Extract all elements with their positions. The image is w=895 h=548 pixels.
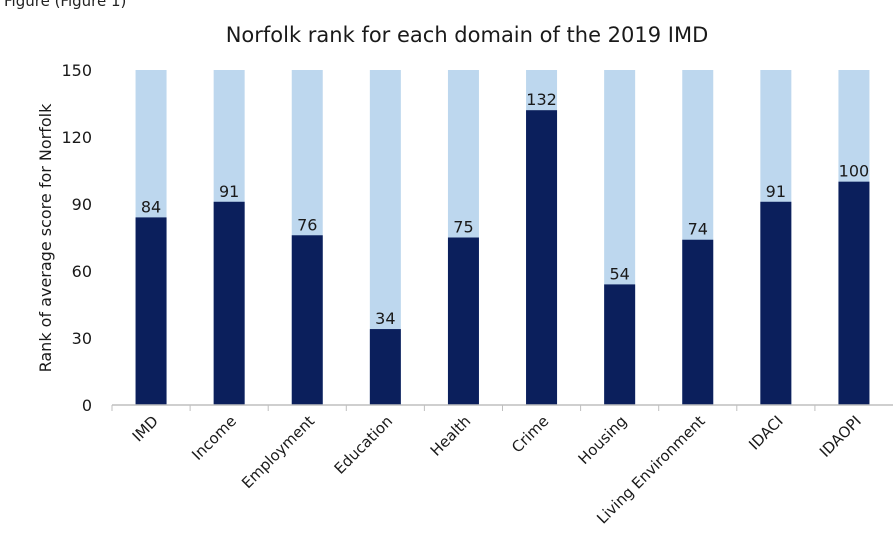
figure-caption: Figure (Figure 1): [4, 0, 127, 10]
rank-bar: [291, 235, 323, 405]
x-tick-label: IDACI: [745, 412, 786, 453]
y-tick-label: 150: [61, 61, 92, 80]
y-axis: 0 30 60 90 120 150: [61, 61, 92, 415]
y-tick-label: 0: [82, 396, 92, 415]
data-label: 132: [526, 90, 557, 109]
rank-bar: [213, 201, 245, 405]
data-label: 84: [141, 197, 161, 216]
rank-bar: [604, 284, 636, 405]
data-label: 34: [375, 309, 395, 328]
y-tick-label: 30: [72, 329, 92, 348]
x-tick-label: Crime: [508, 412, 552, 456]
data-label: 54: [609, 264, 629, 283]
data-label: 100: [839, 162, 870, 181]
x-tick-label: Health: [427, 412, 475, 460]
data-label: 75: [453, 218, 473, 237]
y-tick-label: 60: [72, 262, 92, 281]
y-tick-label: 90: [72, 195, 92, 214]
data-label: 76: [297, 215, 317, 234]
bars-group: 84 91 76 34 75 132 54 74 91 100: [135, 70, 870, 405]
x-tick-label: Housing: [575, 412, 631, 468]
data-label: 91: [219, 182, 239, 201]
data-label: 91: [766, 182, 786, 201]
x-tick-label: IMD: [129, 412, 162, 445]
rank-bar: [838, 181, 870, 405]
rank-bar: [760, 201, 792, 405]
rank-bar: [135, 217, 167, 405]
y-axis-label: Rank of average score for Norfolk: [36, 103, 55, 373]
x-tick-label: Employment: [238, 412, 318, 492]
rank-bar: [682, 239, 714, 405]
rank-bar: [369, 329, 401, 405]
x-tick-label: Income: [188, 412, 240, 464]
y-tick-label: 120: [61, 128, 92, 147]
x-tick-label: Education: [331, 412, 397, 478]
rank-bar: [526, 110, 558, 405]
data-label: 74: [688, 220, 708, 239]
chart-title: Norfolk rank for each domain of the 2019…: [226, 23, 709, 47]
rank-bar: [447, 237, 479, 405]
x-tick-label: IDAOPI: [816, 412, 865, 461]
